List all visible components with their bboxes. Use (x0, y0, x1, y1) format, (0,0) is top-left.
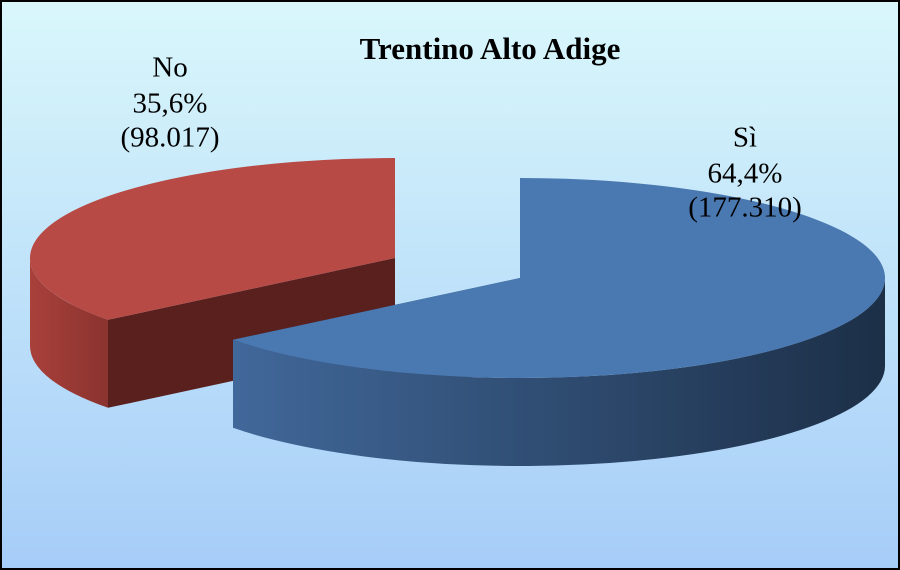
slice-count-label: (98.017) (120, 122, 219, 154)
slice-label: Sì (733, 122, 757, 154)
pie (29, 158, 886, 466)
pie-slice (233, 178, 886, 466)
slice-wall (233, 278, 886, 466)
slice-wall (30, 258, 109, 408)
slice-face (108, 258, 395, 408)
slice-value-label: 35,6% (133, 88, 208, 120)
slice-value-label: 64,4% (708, 158, 783, 190)
pie-slice-top (233, 178, 886, 378)
pie-slice (29, 158, 395, 408)
slice-label: No (152, 52, 187, 84)
pie-slice-top (29, 158, 395, 320)
slice-count-label: (177.310) (688, 192, 802, 224)
chart-title: Trentino Alto Adige (360, 31, 621, 66)
